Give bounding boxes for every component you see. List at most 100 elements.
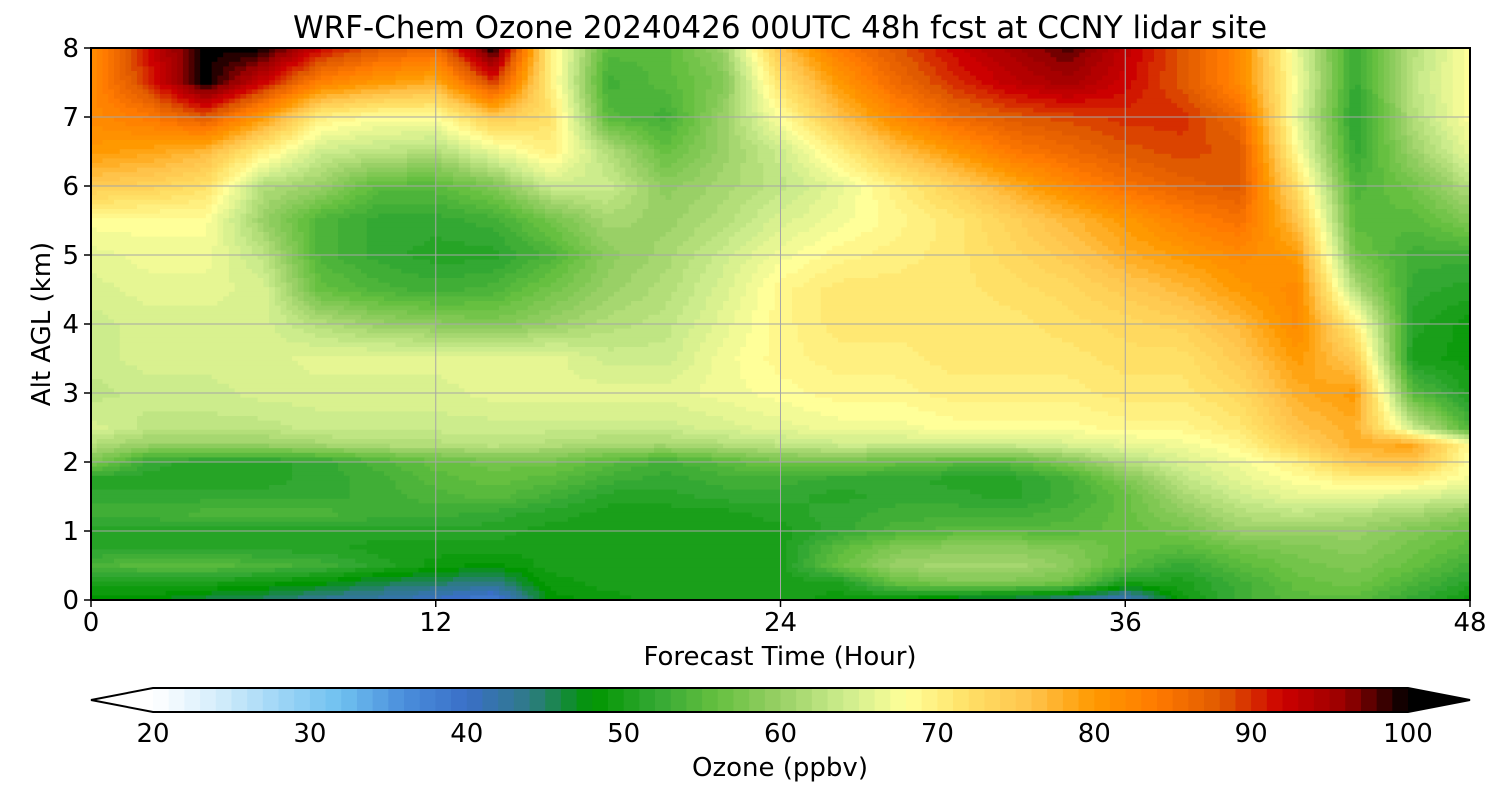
heatmap-cell <box>148 48 155 54</box>
heatmap-cell <box>941 57 960 63</box>
heatmap-cell <box>1096 250 1115 256</box>
heatmap-cell <box>1458 218 1470 224</box>
heatmap-cell <box>332 199 351 205</box>
heatmap-cell <box>774 107 782 113</box>
heatmap-cell <box>625 186 638 192</box>
heatmap-cell <box>240 167 247 173</box>
heatmap-cell <box>883 117 897 123</box>
heatmap-cell <box>223 236 236 242</box>
heatmap-cell <box>700 57 713 63</box>
heatmap-cell <box>246 222 259 228</box>
heatmap-cell <box>1309 176 1316 182</box>
heatmap-cell <box>1343 241 1350 247</box>
heatmap-cell <box>1326 140 1333 146</box>
heatmap-cell <box>1395 176 1414 182</box>
heatmap-cell <box>1435 94 1442 100</box>
heatmap-cell <box>257 190 264 196</box>
heatmap-cell <box>705 135 718 141</box>
heatmap-cell <box>1314 98 1322 104</box>
heatmap-cell <box>200 167 213 173</box>
heatmap-cell <box>533 94 540 100</box>
heatmap-cell <box>757 153 776 159</box>
heatmap-cell <box>96 57 104 63</box>
heatmap-cell <box>1291 181 1299 187</box>
heatmap-cell <box>952 140 971 146</box>
heatmap-cell <box>447 80 454 86</box>
heatmap-cell <box>338 255 368 261</box>
heatmap-cell <box>1073 232 1092 238</box>
heatmap-cell <box>562 232 575 238</box>
heatmap-cell <box>1297 172 1304 178</box>
heatmap-cell <box>516 199 529 205</box>
heatmap-cell <box>728 222 747 228</box>
heatmap-cell <box>280 98 287 104</box>
heatmap-cell <box>1441 75 1454 81</box>
heatmap-cell <box>602 222 632 228</box>
heatmap-cell <box>217 218 224 224</box>
heatmap-cell <box>596 84 603 90</box>
heatmap-cell <box>826 130 833 136</box>
heatmap-cell <box>1240 80 1247 86</box>
heatmap-cell <box>1360 130 1368 136</box>
heatmap-cell <box>1320 112 1327 118</box>
heatmap-cell <box>889 107 908 113</box>
heatmap-cell <box>297 117 305 123</box>
heatmap-cell <box>1251 186 1259 192</box>
heatmap-cell <box>452 89 460 95</box>
heatmap-cell <box>878 222 908 228</box>
heatmap-cell <box>1251 218 1259 224</box>
heatmap-cell <box>746 66 753 72</box>
heatmap-cell <box>533 52 540 58</box>
heatmap-cell <box>315 112 333 118</box>
heatmap-cell <box>1263 227 1270 233</box>
heatmap-cell <box>1326 126 1333 132</box>
heatmap-cell <box>757 117 764 123</box>
heatmap-cell <box>889 75 902 81</box>
heatmap-cell <box>1406 112 1419 118</box>
heatmap-cell <box>550 236 563 242</box>
heatmap-cell <box>1326 89 1333 95</box>
heatmap-cell <box>636 186 649 192</box>
heatmap-cell <box>1309 227 1316 233</box>
heatmap-cell <box>1245 176 1253 182</box>
heatmap-cell <box>269 250 282 256</box>
heatmap-cell <box>826 163 839 169</box>
heatmap-cell <box>200 112 207 118</box>
heatmap-cell <box>711 75 724 81</box>
heatmap-cell <box>510 176 523 182</box>
heatmap-cell <box>780 135 787 141</box>
heatmap-cell <box>849 149 862 155</box>
heatmap-cell <box>1297 199 1304 205</box>
heatmap-cell <box>1383 98 1391 104</box>
heatmap-cell <box>998 190 1017 196</box>
heatmap-cell <box>1297 186 1304 192</box>
heatmap-cell <box>1406 140 1414 146</box>
heatmap-cell <box>941 181 954 187</box>
heatmap-cell <box>498 153 517 159</box>
heatmap-cell <box>1378 94 1385 100</box>
heatmap-cell <box>315 236 339 242</box>
heatmap-cell <box>1004 167 1023 173</box>
heatmap-cell <box>1297 71 1304 77</box>
heatmap-cell <box>941 153 960 159</box>
heatmap-cell <box>1222 107 1236 113</box>
heatmap-cell <box>981 103 1006 109</box>
heatmap-cell <box>596 48 603 54</box>
heatmap-cell <box>1314 80 1322 86</box>
heatmap-cell <box>590 107 598 113</box>
heatmap-cell <box>567 121 575 127</box>
heatmap-cell <box>516 121 552 127</box>
heatmap-cell <box>475 98 483 104</box>
heatmap-cell <box>625 126 644 132</box>
heatmap-cell <box>878 130 891 136</box>
heatmap-cell <box>475 48 483 54</box>
heatmap-cell <box>843 158 856 164</box>
heatmap-cell <box>1424 149 1437 155</box>
heatmap-cell <box>493 245 512 251</box>
heatmap-cell <box>297 209 310 215</box>
heatmap-cell <box>1268 121 1276 127</box>
heatmap-cell <box>860 153 868 159</box>
heatmap-cell <box>516 61 523 67</box>
heatmap-cell <box>1073 195 1092 201</box>
heatmap-cell <box>1429 71 1442 77</box>
